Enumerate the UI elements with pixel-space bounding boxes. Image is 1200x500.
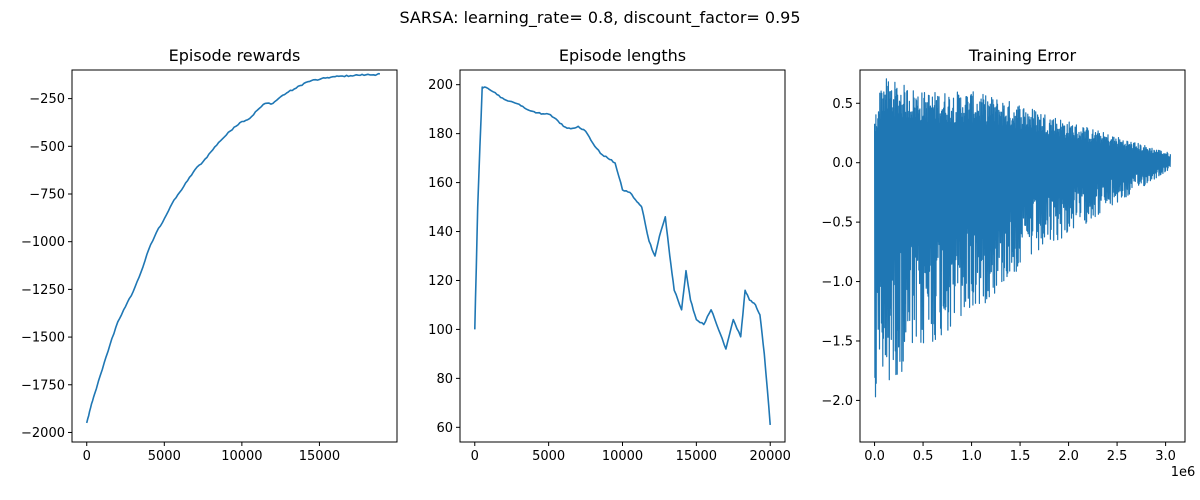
y-tick-label: −250 (29, 92, 65, 107)
y-tick-label: 180 (428, 127, 453, 142)
x-tick-label: 15000 (676, 449, 717, 464)
x-tick-label: 0 (471, 449, 479, 464)
y-tick-label: 140 (428, 225, 453, 240)
y-tick-label: 200 (428, 78, 453, 93)
chart-title: Episode lengths (559, 46, 686, 65)
x-tick-label: 10000 (602, 449, 643, 464)
y-tick-label: −1250 (21, 283, 65, 298)
y-tick-label: −0.5 (821, 216, 853, 231)
x-tick-label: 0.0 (864, 449, 885, 464)
x-tick-label: 0 (83, 449, 91, 464)
series-line-1 (474, 86, 771, 425)
y-tick-label: −500 (29, 140, 65, 155)
y-tick-label: 100 (428, 323, 453, 338)
y-tick-label: −1.0 (821, 275, 853, 290)
x-tick-label: 5000 (532, 449, 565, 464)
chart-panel-3: Training Error 0.0 0.5 1.0 1.5 2.0 2.5 3.0 −2.0 −… (821, 46, 1195, 480)
y-tick-label: −750 (29, 188, 65, 203)
chart-panel-1: Episode rewards 0 5000 10000 15000 −2000 −1750… (21, 46, 398, 464)
x-tick-label: 2.0 (1058, 449, 1079, 464)
x-tick-label: 10000 (221, 449, 262, 464)
axes-frame (459, 69, 786, 443)
y-tick-label: 120 (428, 274, 453, 289)
x-offset-label: 1e6 (1171, 465, 1196, 480)
x-tick-label: 0.5 (913, 449, 934, 464)
x-tick-label: 3.0 (1155, 449, 1176, 464)
x-tick-label: 1.5 (1010, 449, 1031, 464)
x-tick-label: 15000 (299, 449, 340, 464)
chart-title: Episode rewards (169, 46, 301, 65)
axes-frame (859, 69, 1186, 443)
x-tick-label: 2.5 (1107, 449, 1128, 464)
y-tick-label: −2000 (21, 426, 65, 441)
figure-suptitle: SARSA: learning_rate= 0.8, discount_fact… (399, 8, 801, 27)
y-tick-label: −1000 (21, 235, 65, 250)
x-tick-label: 20000 (750, 449, 791, 464)
chart-title: Training Error (968, 46, 1077, 65)
chart-panel-2: Episode lengths 0 5000 10000 15000 20000 60 80 1… (428, 46, 791, 464)
y-tick-label: 60 (436, 421, 453, 436)
y-tick-label: 160 (428, 176, 453, 191)
x-tick-label: 1.0 (961, 449, 982, 464)
series-line-1 (85, 72, 380, 424)
y-tick-label: −1500 (21, 331, 65, 346)
y-tick-label: 0.5 (832, 97, 853, 112)
axes-frame (71, 69, 398, 443)
y-tick-label: 0.0 (832, 156, 853, 171)
series-line-1 (874, 78, 1171, 398)
y-tick-label: −1.5 (821, 334, 853, 349)
x-tick-label: 5000 (148, 449, 181, 464)
y-tick-label: −1750 (21, 378, 65, 393)
y-tick-label: 80 (436, 372, 453, 387)
y-tick-label: −2.0 (821, 394, 853, 409)
